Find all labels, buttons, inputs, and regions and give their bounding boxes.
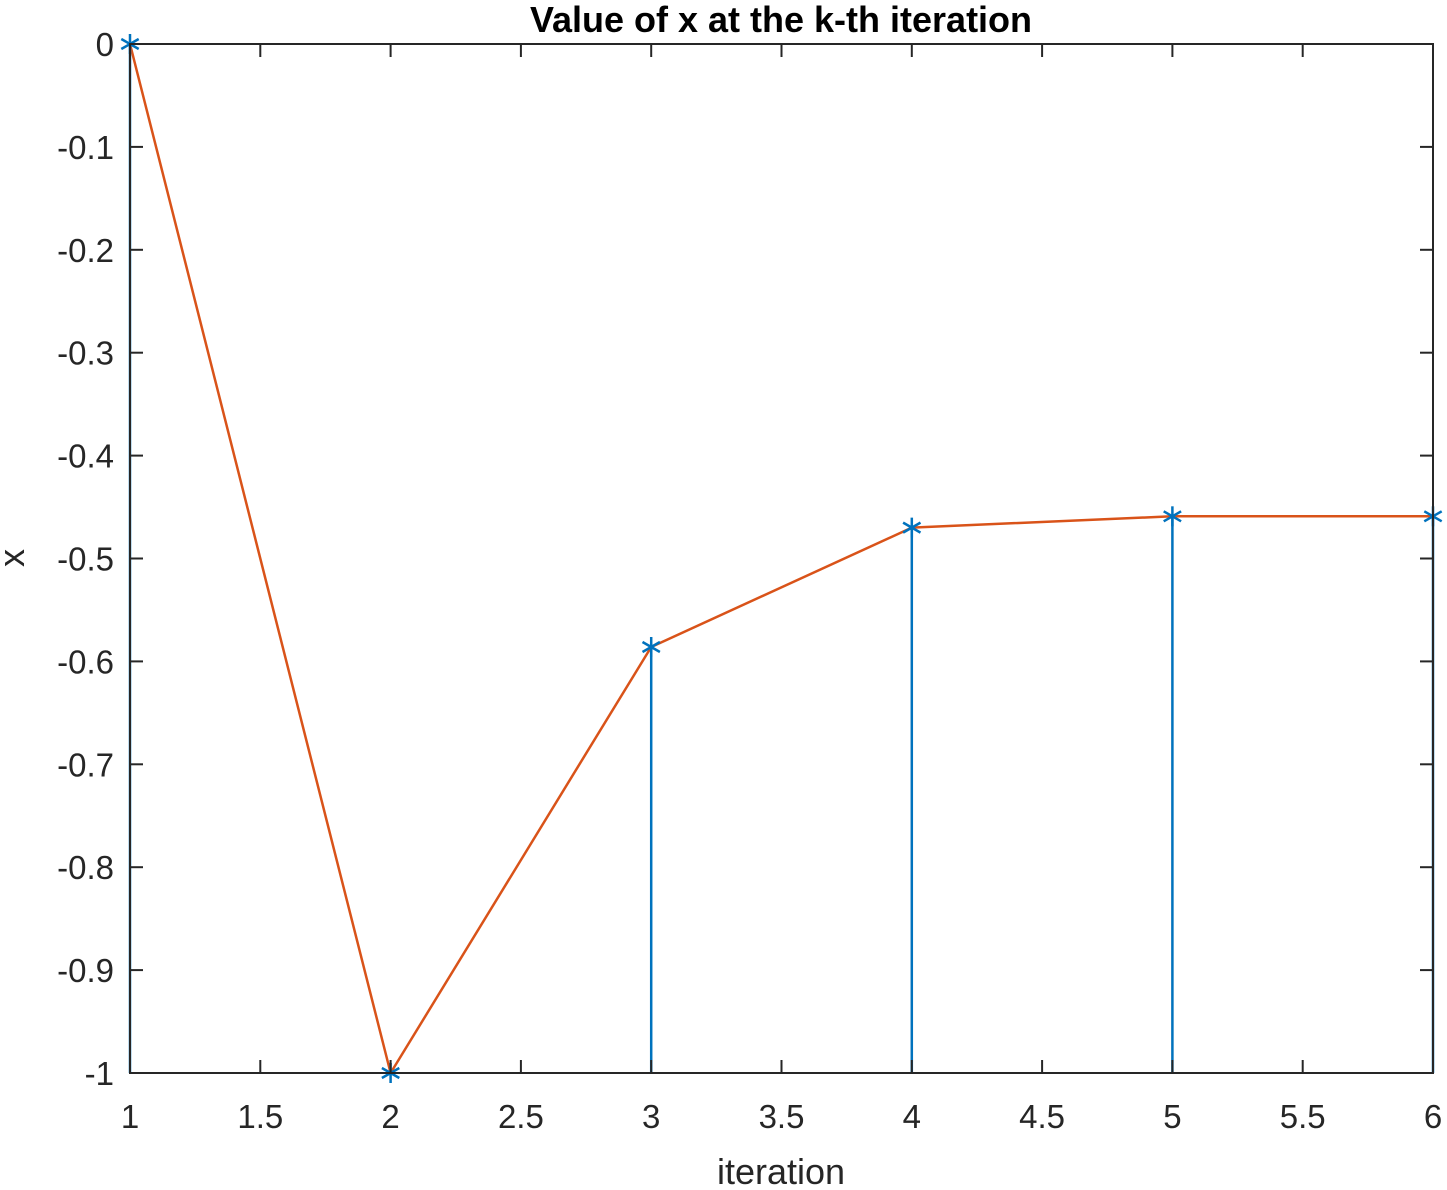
x-tick-label: 6 — [1424, 1098, 1442, 1135]
chart-title: Value of x at the k-th iteration — [530, 0, 1032, 40]
y-tick-label: -0.7 — [57, 746, 114, 783]
y-tick-label: -0.4 — [57, 438, 114, 475]
y-tick-label: -0.9 — [57, 952, 114, 989]
x-tick-label: 4 — [903, 1098, 921, 1135]
y-tick-label: -0.2 — [57, 232, 114, 269]
y-tick-label: -0.6 — [57, 643, 114, 680]
x-tick-label: 3 — [642, 1098, 660, 1135]
x-tick-label: 5 — [1163, 1098, 1181, 1135]
y-tick-label: -0.1 — [57, 129, 114, 166]
x-tick-label: 1.5 — [237, 1098, 283, 1135]
series-line — [128, 43, 1433, 1075]
y-tick-label: -1 — [85, 1055, 114, 1092]
x-axis-label: iteration — [717, 1151, 845, 1190]
x-tick-label: 2.5 — [498, 1098, 544, 1135]
data-point-marker — [902, 517, 922, 538]
y-axis-label: x — [0, 549, 32, 567]
x-tick-label: 3.5 — [759, 1098, 805, 1135]
x-tick-label: 4.5 — [1019, 1098, 1065, 1135]
ticks: 1 1.5 2 2.5 3 3.5 4 4.5 5 5.5 6 0 -0.1 -0.2 -0.3 -0.4 -0… — [57, 26, 1442, 1135]
x-tick-label: 1 — [121, 1098, 139, 1135]
y-tick-label: -0.5 — [57, 541, 114, 578]
axes-box — [129, 43, 1434, 1074]
y-tick-label: -0.3 — [57, 335, 114, 372]
y-tick-label: 0 — [96, 26, 114, 63]
plot-area — [120, 34, 1443, 1083]
x-tick-label: 2 — [381, 1098, 399, 1135]
x-tick-label: 5.5 — [1280, 1098, 1326, 1135]
data-point-marker — [641, 636, 661, 657]
data-point-marker — [1163, 506, 1182, 527]
y-tick-label: -0.8 — [57, 849, 114, 886]
